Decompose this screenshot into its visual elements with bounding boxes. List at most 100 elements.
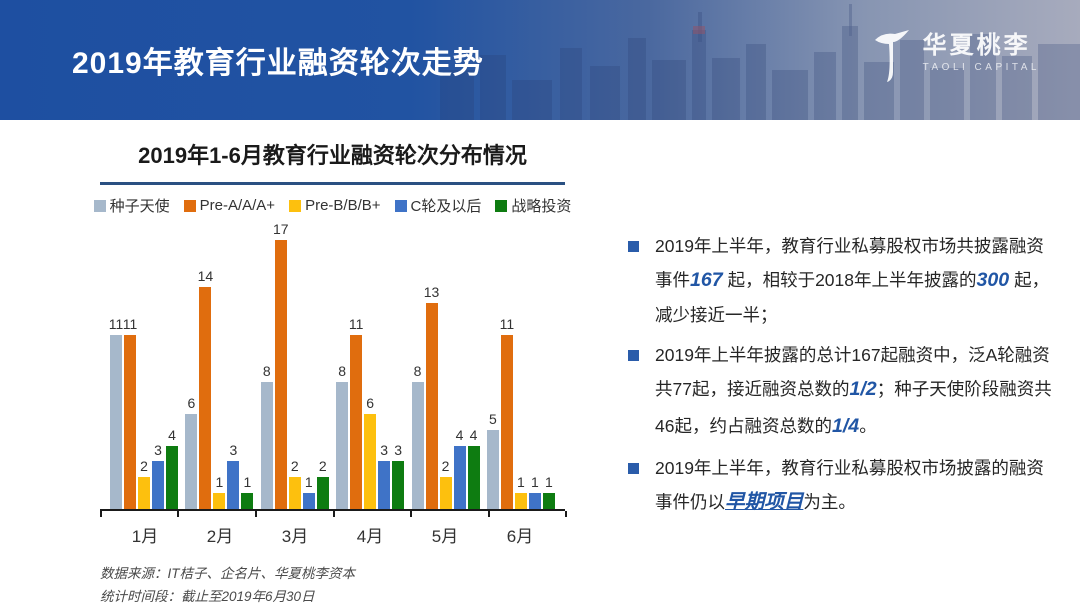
- text-segment: 2019年上半年，教育行业私募股权市场共披露融资事件: [655, 236, 1044, 291]
- highlighted-value: 1/4: [831, 414, 860, 437]
- legend-swatch-icon: [394, 199, 407, 212]
- bar: [500, 335, 513, 509]
- highlighted-value: 1/2: [849, 378, 877, 401]
- bar-value-label: 1: [215, 474, 224, 490]
- x-axis-ticks: [100, 511, 567, 518]
- month-label: 4月: [356, 527, 384, 546]
- insight-item: 2019年上半年，教育行业私募股权市场共披露融资事件167 起，相较于2018年…: [628, 230, 1056, 331]
- highlighted-value: 早期项目: [725, 491, 804, 514]
- legend-item: 种子天使: [93, 195, 170, 216]
- bar-slot: 13: [424, 284, 439, 509]
- legend-swatch-icon: [289, 199, 302, 212]
- bar: [110, 335, 122, 509]
- insight-text: 2019年上半年，教育行业私募股权市场共披露融资事件167 起，相较于2018年…: [655, 230, 1056, 331]
- bar-value-label: 2: [290, 458, 299, 474]
- bar-value-label: 2: [441, 458, 450, 474]
- bar-slot: 2: [316, 458, 329, 509]
- bar-value-label: 8: [413, 363, 422, 379]
- bar-slot: 3: [392, 442, 405, 509]
- text-segment: 为主。: [803, 492, 856, 513]
- insight-item: 2019年上半年披露的总计167起融资中，泛A轮融资共77起，接近融资总数的1/…: [628, 339, 1056, 444]
- source-line-2: 统计时间段：截止至2019年6月30日: [100, 588, 315, 604]
- legend-swatch-icon: [93, 199, 106, 212]
- bar: [227, 461, 240, 509]
- legend-label: Pre-A/A/A+: [199, 197, 276, 214]
- bar: [528, 493, 541, 509]
- bar-value-label: 6: [366, 395, 375, 411]
- plot-area: 11 11 2 3 4 6 14 1 3 1 8 17 2 1 2 8 11 6 3 3 8 13 2 4 4 5 11 1 1 1: [100, 221, 565, 511]
- bar-slot: 4: [453, 427, 466, 509]
- bar-slot: 6: [364, 395, 377, 509]
- logo-name-cn: 华夏桃李: [922, 31, 1031, 59]
- bar-value-label: 3: [380, 442, 389, 458]
- bar-slot: 5: [486, 411, 499, 509]
- bar-group-2月: 6 14 1 3 1: [185, 268, 254, 509]
- bar-value-label: 4: [168, 427, 176, 443]
- month-label: 3月: [281, 527, 309, 546]
- logo-name-en: TAOLI CAPITAL: [922, 62, 1040, 74]
- bar-group-5月: 8 13 2 4 4: [411, 284, 480, 509]
- month-label: 1月: [131, 527, 159, 546]
- bar-value-label: 14: [197, 268, 214, 284]
- bar-value-label: 11: [108, 316, 124, 332]
- bar: [411, 382, 424, 509]
- legend-label: 种子天使: [109, 198, 170, 215]
- bullet-square-icon: [628, 241, 639, 252]
- bar: [392, 461, 405, 509]
- bar: [336, 382, 349, 509]
- bar-slot: 17: [273, 221, 289, 509]
- text-segment: ；种子天使阶段融资共46起，约占融资总数的: [655, 379, 1052, 436]
- bar-value-label: 4: [469, 427, 478, 443]
- company-logo: 华夏桃李 TAOLI CAPITAL: [869, 22, 1040, 84]
- highlighted-value: 167: [690, 269, 723, 292]
- bar-chart: 11 11 2 3 4 6 14 1 3 1 8 17 2 1 2 8 11 6 3 3 8 13 2 4 4 5 11 1 1 1 1月…: [100, 221, 567, 547]
- bar-value-label: 8: [262, 363, 271, 379]
- bar-group-6月: 5 11 1 1 1: [486, 316, 555, 509]
- bar-value-label: 1: [243, 474, 252, 490]
- bar-slot: 1: [213, 474, 226, 509]
- bar: [378, 461, 391, 509]
- bar-slot: 3: [227, 442, 240, 509]
- bar-value-label: 5: [489, 411, 497, 427]
- bar-value-label: 11: [348, 316, 364, 332]
- bullet-square-icon: [628, 462, 639, 474]
- bar: [316, 477, 329, 509]
- highlighted-value: 300: [976, 269, 1010, 292]
- bar-value-label: 2: [318, 458, 327, 474]
- bar-value-label: 1: [531, 474, 539, 490]
- bar-group-3月: 8 17 2 1 2: [260, 221, 329, 509]
- chart-legend: 种子天使 Pre-A/A/A+ Pre-B/B/B+ C轮及以后 战略投资: [93, 195, 571, 216]
- bar-value-label: 11: [122, 316, 138, 332]
- bar-value-label: 2: [140, 458, 148, 474]
- chart-title: 2019年1-6月教育行业融资轮次分布情况: [138, 143, 527, 168]
- legend-label: C轮及以后: [410, 198, 482, 215]
- title-divider: [100, 182, 565, 185]
- legend-item: 战略投资: [495, 195, 571, 216]
- bar-slot: 14: [198, 268, 213, 509]
- bar-slot: 2: [138, 458, 150, 509]
- bar: [514, 493, 527, 509]
- legend-item: Pre-A/A/A+: [183, 197, 276, 214]
- bullet-square-icon: [628, 349, 639, 361]
- bar-value-label: 1: [517, 474, 525, 490]
- bar: [124, 335, 136, 509]
- bar: [467, 446, 480, 509]
- bar: [260, 382, 273, 509]
- legend-swatch-icon: [183, 199, 196, 212]
- insights-list: 2019年上半年，教育行业私募股权市场共披露融资事件167 起，相较于2018年…: [628, 230, 1056, 528]
- axis-tick: [332, 511, 335, 517]
- bar: [138, 477, 150, 509]
- bar-slot: 3: [152, 442, 164, 509]
- bar-value-label: 6: [187, 395, 196, 411]
- axis-tick: [487, 511, 490, 517]
- bar-slot: 4: [467, 427, 480, 509]
- axis-tick: [409, 511, 412, 517]
- legend-swatch-icon: [495, 199, 508, 212]
- bar-slot: 1: [302, 474, 315, 509]
- bar: [241, 493, 254, 509]
- bar: [274, 240, 287, 509]
- insight-text: 2019年上半年，教育行业私募股权市场披露的融资事件仍以早期项目为主。: [655, 452, 1056, 521]
- bar-value-label: 4: [455, 427, 464, 443]
- bar-slot: 11: [123, 316, 137, 509]
- bar-slot: 8: [260, 363, 273, 509]
